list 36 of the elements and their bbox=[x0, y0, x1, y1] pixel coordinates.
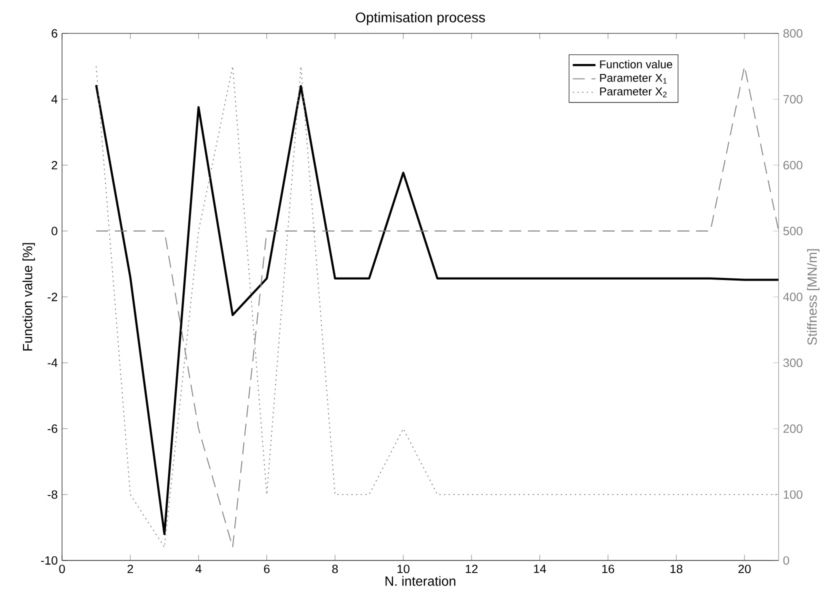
x-tick-label: 6 bbox=[264, 564, 270, 573]
y-tick-label: 4 bbox=[51, 94, 58, 104]
y-tick-label: -8 bbox=[48, 490, 58, 499]
y2-tick-label: 0 bbox=[783, 556, 790, 564]
x-tick-label: 14 bbox=[534, 564, 546, 573]
y-tick-label: -2 bbox=[48, 292, 58, 301]
y2-axis-title: Stiffness [MN/m] bbox=[807, 248, 820, 345]
y-axis-title: Function value [%] bbox=[22, 242, 35, 350]
y2-tick-label: 600 bbox=[783, 160, 802, 170]
x-tick-label: 4 bbox=[195, 564, 202, 573]
y-tick-label: -4 bbox=[48, 358, 58, 367]
y2-tick-label: 200 bbox=[783, 424, 802, 433]
y-tick-label: -6 bbox=[48, 424, 58, 433]
legend-label: Parameter X$_{1}$ bbox=[600, 74, 667, 84]
y2-tick-label: 400 bbox=[783, 292, 802, 301]
y2-tick-label: 800 bbox=[783, 28, 802, 38]
x-tick-label: 2 bbox=[128, 564, 134, 573]
x-tick-label: 20 bbox=[738, 564, 751, 573]
y-tick-label: 0 bbox=[52, 226, 58, 236]
y2-tick-label: 700 bbox=[783, 94, 802, 104]
y-tick-label: 2 bbox=[52, 160, 58, 170]
y2-tick-label: 100 bbox=[784, 490, 802, 499]
chart-title: Optimisation process bbox=[356, 12, 485, 25]
x-tick-label: 18 bbox=[670, 564, 682, 573]
y-tick-label: 6 bbox=[52, 28, 58, 38]
x-tick-label: 0 bbox=[59, 564, 65, 573]
legend-label: Parameter X$_{2}$ bbox=[600, 87, 667, 97]
legend-label: Function value bbox=[600, 60, 672, 68]
x-tick-label: 12 bbox=[466, 564, 478, 573]
x-tick-label: 10 bbox=[398, 564, 410, 573]
y2-tick-label: 300 bbox=[783, 358, 802, 367]
y2-tick-label: 500 bbox=[783, 226, 802, 236]
x-tick-label: 16 bbox=[602, 564, 614, 573]
x-axis-title: N. interation bbox=[386, 576, 456, 586]
y-tick-label: -10 bbox=[41, 556, 58, 564]
x-tick-label: 8 bbox=[332, 564, 338, 573]
